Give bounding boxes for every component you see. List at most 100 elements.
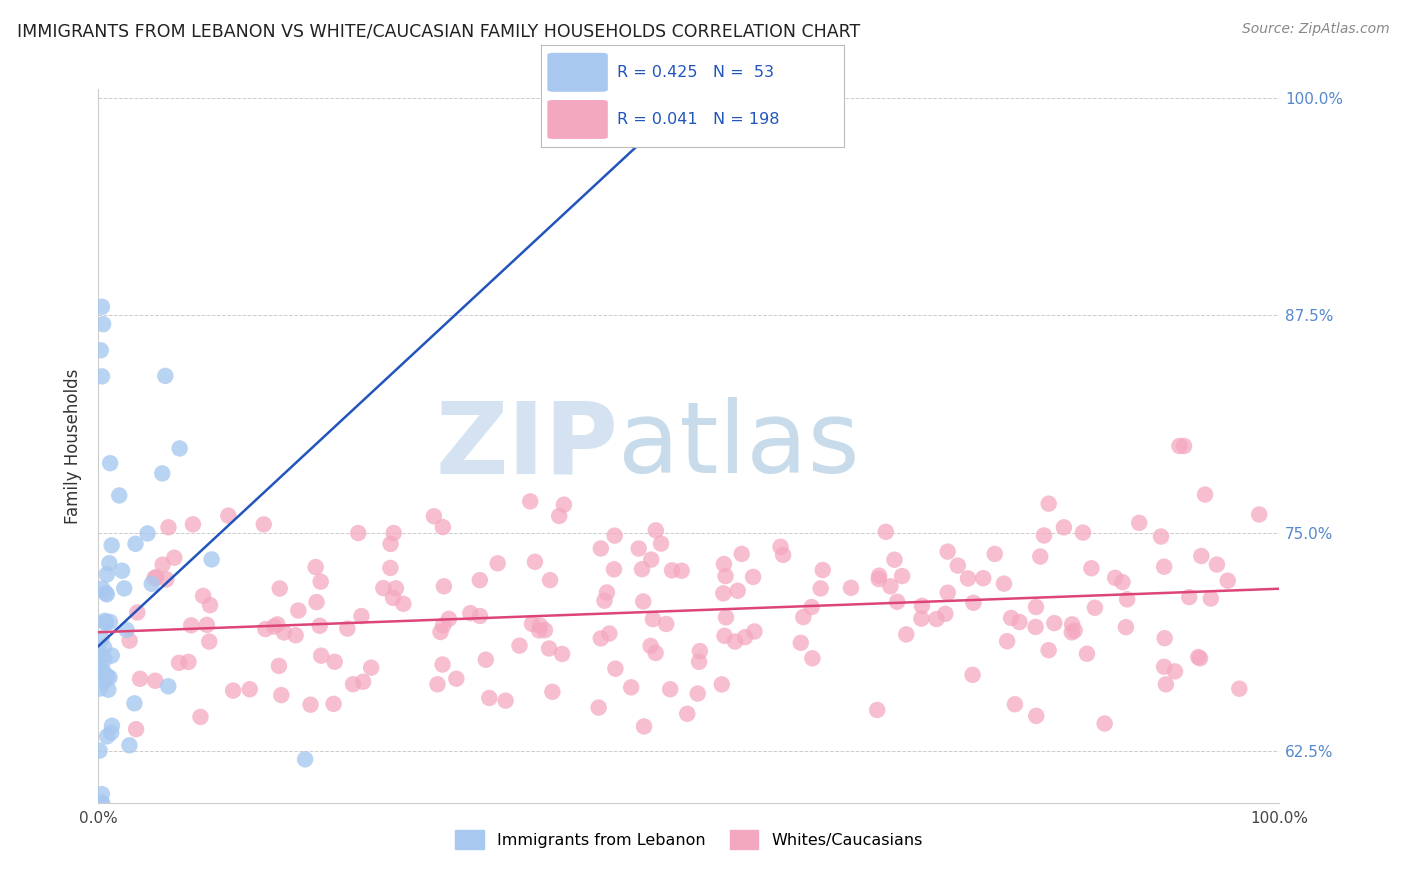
Point bbox=[1194, 487, 1216, 501]
Point bbox=[925, 612, 948, 626]
Point bbox=[382, 526, 405, 541]
Point bbox=[287, 603, 309, 617]
Point bbox=[299, 698, 322, 712]
Point bbox=[1104, 571, 1126, 585]
Point bbox=[89, 646, 111, 660]
Text: atlas: atlas bbox=[619, 398, 859, 494]
Point bbox=[423, 509, 446, 524]
Point bbox=[886, 595, 908, 609]
Point bbox=[1216, 574, 1239, 588]
Point bbox=[91, 664, 114, 678]
Point bbox=[1033, 528, 1056, 542]
Point bbox=[520, 616, 543, 631]
Point bbox=[1000, 611, 1022, 625]
Point bbox=[263, 619, 285, 633]
Point bbox=[111, 564, 134, 578]
Point bbox=[1150, 530, 1173, 544]
Point bbox=[94, 667, 117, 681]
Point bbox=[1025, 709, 1047, 723]
Point bbox=[1128, 516, 1150, 530]
Point bbox=[1063, 624, 1085, 638]
Point bbox=[129, 672, 152, 686]
Point bbox=[1038, 643, 1060, 657]
Point bbox=[661, 563, 683, 577]
Point bbox=[644, 646, 666, 660]
Point bbox=[911, 599, 934, 613]
Point bbox=[305, 595, 328, 609]
Point bbox=[620, 681, 643, 695]
Point bbox=[155, 573, 177, 587]
Point bbox=[713, 557, 735, 571]
Point bbox=[90, 649, 112, 664]
Point bbox=[93, 640, 115, 655]
Point bbox=[308, 619, 330, 633]
Point bbox=[91, 796, 114, 810]
Point bbox=[1008, 615, 1031, 629]
Point bbox=[631, 562, 654, 576]
Point bbox=[508, 639, 530, 653]
Point bbox=[475, 653, 498, 667]
Point bbox=[94, 586, 117, 600]
Point bbox=[1164, 665, 1187, 679]
Point bbox=[190, 710, 212, 724]
Point bbox=[1153, 659, 1175, 673]
Point bbox=[640, 639, 662, 653]
Point bbox=[177, 655, 200, 669]
Point bbox=[801, 651, 824, 665]
Point bbox=[519, 494, 541, 508]
Point bbox=[593, 593, 616, 607]
Point bbox=[94, 615, 117, 630]
Point bbox=[115, 623, 138, 637]
Point bbox=[96, 669, 118, 683]
Point bbox=[90, 343, 112, 358]
Point bbox=[89, 681, 111, 696]
Point bbox=[266, 617, 288, 632]
Point bbox=[100, 648, 122, 663]
Point bbox=[527, 624, 550, 638]
Point bbox=[868, 572, 890, 586]
Legend: Immigrants from Lebanon, Whites/Caucasians: Immigrants from Lebanon, Whites/Caucasia… bbox=[449, 823, 929, 855]
Point bbox=[432, 618, 454, 632]
Point bbox=[90, 796, 112, 810]
Point bbox=[744, 624, 766, 639]
Point bbox=[956, 571, 979, 585]
Point bbox=[1168, 439, 1191, 453]
Point bbox=[157, 520, 180, 534]
Point bbox=[198, 598, 221, 612]
Point bbox=[1178, 590, 1201, 604]
Point bbox=[468, 573, 491, 587]
Point bbox=[1153, 559, 1175, 574]
Point bbox=[1116, 592, 1139, 607]
Point bbox=[891, 569, 914, 583]
Point bbox=[688, 655, 710, 669]
Point bbox=[644, 524, 666, 538]
Point bbox=[253, 517, 276, 532]
Point bbox=[98, 556, 121, 570]
Point bbox=[380, 561, 402, 575]
Point bbox=[432, 657, 454, 672]
Point bbox=[108, 488, 131, 502]
Point bbox=[309, 574, 332, 589]
Point bbox=[145, 570, 167, 584]
Point bbox=[373, 581, 395, 595]
Point bbox=[1071, 525, 1094, 540]
Point bbox=[772, 548, 794, 562]
Point bbox=[769, 540, 792, 554]
Point bbox=[655, 617, 678, 632]
FancyBboxPatch shape bbox=[547, 53, 607, 92]
Point bbox=[734, 630, 756, 644]
Point bbox=[143, 571, 166, 585]
Point bbox=[118, 739, 141, 753]
Text: R = 0.041   N = 198: R = 0.041 N = 198 bbox=[617, 112, 779, 127]
Point bbox=[96, 587, 118, 601]
Point bbox=[100, 538, 122, 552]
Point bbox=[686, 687, 709, 701]
Point bbox=[523, 555, 546, 569]
Point bbox=[100, 725, 122, 739]
Point bbox=[127, 606, 149, 620]
Point bbox=[98, 615, 121, 629]
Point bbox=[589, 541, 612, 556]
Point bbox=[1029, 549, 1052, 564]
Point bbox=[124, 696, 146, 710]
Point bbox=[962, 668, 984, 682]
